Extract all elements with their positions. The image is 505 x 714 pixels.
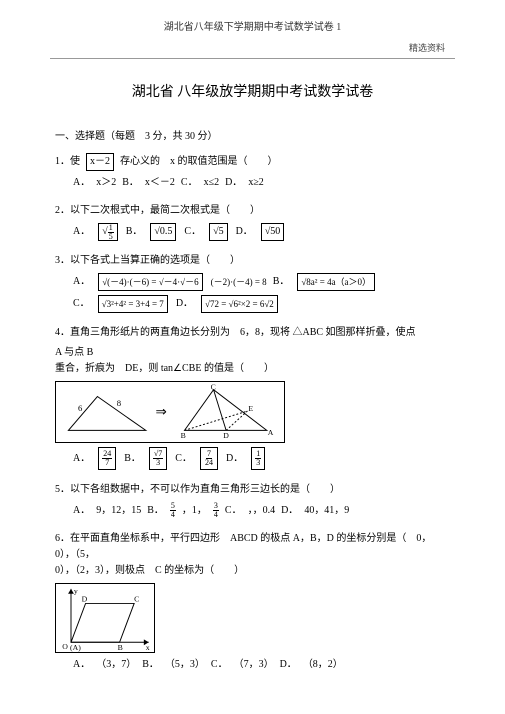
q4-fD-d: 3: [255, 459, 261, 467]
q2-text: 2．以下二次根式中，最简二次根式是（ ）: [55, 203, 450, 219]
lbl-B: B: [181, 431, 186, 440]
q4-B: B．: [124, 451, 141, 467]
lbl-A: A: [268, 428, 274, 437]
q1: 1．使 x－2 存心义的 x 的取值范围是（ ） A． x＞2 B． x＜－2 C．…: [55, 153, 450, 191]
q1-optB: B．: [122, 175, 139, 191]
q4-t3: 重合，折痕为 DE，则 tan∠CBE 的值是（ ）: [55, 361, 450, 377]
q6-C: C．: [211, 657, 228, 673]
q6-D: D．: [280, 657, 297, 673]
lbl-B2: B: [118, 643, 123, 652]
q2-B: B．: [126, 224, 143, 240]
q2-sD: √50: [261, 223, 285, 241]
q3-sB: √8a² = 4a（a＞0）: [297, 273, 375, 291]
q1-optC-v: x≤2: [204, 175, 220, 191]
q3-sC: √3²+4² = 3+4 = 7: [98, 295, 168, 313]
section-heading: 一、选择题（每题 3 分，共 30 分）: [55, 129, 450, 145]
q6-t1: 6．在平面直角坐标系中，平行四边形 ABCD 的极点 A，B，D 的坐标分别是（…: [55, 531, 450, 563]
top-label: 精选资料: [0, 41, 505, 54]
q4-C: C．: [175, 451, 192, 467]
svg-text:⇒: ⇒: [155, 404, 167, 419]
lbl-C2: C: [134, 594, 139, 603]
q5-B: B．: [147, 503, 164, 519]
lbl-y: y: [74, 587, 78, 596]
q1-optD: D．: [225, 175, 242, 191]
q1-optB-v: x＜－2: [145, 175, 175, 191]
q5-D: D．: [281, 503, 298, 519]
q5-Bv2: ，1，: [182, 503, 207, 519]
q4-fC: 724: [200, 447, 218, 470]
q4-fB-d: 3: [155, 459, 161, 467]
q2-sA-d: 5: [108, 233, 114, 241]
q4-fD: 13: [251, 447, 265, 470]
q6-figure: y x O (A) B D C: [55, 583, 155, 653]
q5-Dv: 40，41，9: [304, 503, 349, 519]
q6: 6．在平面直角坐标系中，平行四边形 ABCD 的极点 A，B，D 的坐标分别是（…: [55, 531, 450, 673]
lbl-E: E: [248, 404, 253, 413]
q4: 4．直角三角形纸片的两直角边长分别为 6，8，现将 △ABC 如图那样折叠，使点…: [55, 325, 450, 470]
q4-t2: A 与点 B: [55, 345, 93, 361]
q6-B: B．: [142, 657, 159, 673]
q1-sqrt: x－2: [86, 153, 114, 171]
q5-Bd2: 4: [213, 511, 219, 519]
q1-text2: 存心义的 x 的取值范围是（ ）: [120, 154, 278, 170]
lbl-6: 6: [78, 403, 83, 413]
divider: [50, 58, 455, 59]
q3-A: A．: [73, 274, 90, 290]
q6-Bv: （5，3）: [165, 657, 205, 673]
q1-optA: A．: [73, 175, 90, 191]
q2-C: C．: [184, 224, 201, 240]
q5-Cv: ，，0.4: [248, 503, 276, 519]
q6-A: A．: [73, 657, 90, 673]
q6-t2: 0），（2，3），则极点 C 的坐标为（ ）: [55, 563, 450, 579]
q5-Bf2: 34: [213, 502, 219, 519]
q3-sD: √72 = √6²×2 = 6√2: [201, 295, 278, 313]
q2-sB: √0.5: [150, 223, 176, 241]
lbl-C: C: [211, 383, 216, 392]
q4-D: D．: [226, 451, 243, 467]
q2-sA: √15: [98, 223, 118, 241]
q2-sC: √5: [209, 223, 228, 241]
q3-sA: √(－4)·(－6) = √－4·√－6: [98, 273, 202, 291]
lbl-O: O: [62, 642, 68, 651]
q1-optA-v: x＞2: [96, 175, 116, 191]
q6-Av: （3，7）: [96, 657, 136, 673]
q4-fA: 247: [98, 447, 116, 470]
q5: 5．以下各组数据中，不可以作为直角三角形三边长的是（ ） A． 9，12，15 B…: [55, 482, 450, 519]
main-title: 湖北省 八年级放学期期中考试数学试卷: [0, 81, 505, 101]
q1-optD-v: x≥2: [248, 175, 264, 191]
lbl-pA: (A): [70, 643, 81, 652]
q5-Av: 9，12，15: [96, 503, 141, 519]
q6-Cv: （7，3）: [234, 657, 274, 673]
q6-Dv: （8，2）: [303, 657, 343, 673]
q4-fC-d: 24: [204, 459, 214, 467]
q4-t1: 4．直角三角形纸片的两直角边长分别为 6，8，现将 △ABC 如图那样折叠，使点: [55, 325, 416, 341]
q5-text: 5．以下各组数据中，不可以作为直角三角形三边长的是（ ）: [55, 482, 450, 498]
q3: 3．以下各式上当算正确的选项是（ ） A． √(－4)·(－6) = √－4·√…: [55, 253, 450, 313]
lbl-8: 8: [117, 398, 122, 408]
lbl-D: D: [223, 431, 229, 440]
q2: 2．以下二次根式中，最简二次根式是（ ） A． √15 B． √0.5 C． √…: [55, 203, 450, 241]
q3-D: D．: [176, 296, 193, 312]
q3-B: B．: [273, 274, 290, 290]
q2-A: A．: [73, 224, 90, 240]
q4-figure: 6 8 ⇒ B C D E A: [55, 381, 285, 443]
q4-fB: √73: [149, 447, 167, 470]
q2-D: D．: [236, 224, 253, 240]
q5-C: C．: [225, 503, 242, 519]
q3-text: 3．以下各式上当算正确的选项是（ ）: [55, 253, 450, 269]
q1-text1: 1．使: [55, 154, 80, 170]
content: 一、选择题（每题 3 分，共 30 分） 1．使 x－2 存心义的 x 的取值范…: [0, 129, 505, 673]
q3-C: C．: [73, 296, 90, 312]
page-header: 湖北省八年级下学期期中考试数学试卷 1: [0, 0, 505, 33]
q4-A: A．: [73, 451, 90, 467]
lbl-D2: D: [82, 594, 88, 603]
q3-sA2: (－2)·(－4) = 8: [211, 275, 267, 289]
q5-A: A．: [73, 503, 90, 519]
q5-Bf1: 54: [170, 502, 176, 519]
lbl-x: x: [146, 643, 150, 652]
q1-optC: C．: [181, 175, 198, 191]
q5-Bd1: 4: [170, 511, 176, 519]
q4-fA-d: 7: [104, 459, 110, 467]
